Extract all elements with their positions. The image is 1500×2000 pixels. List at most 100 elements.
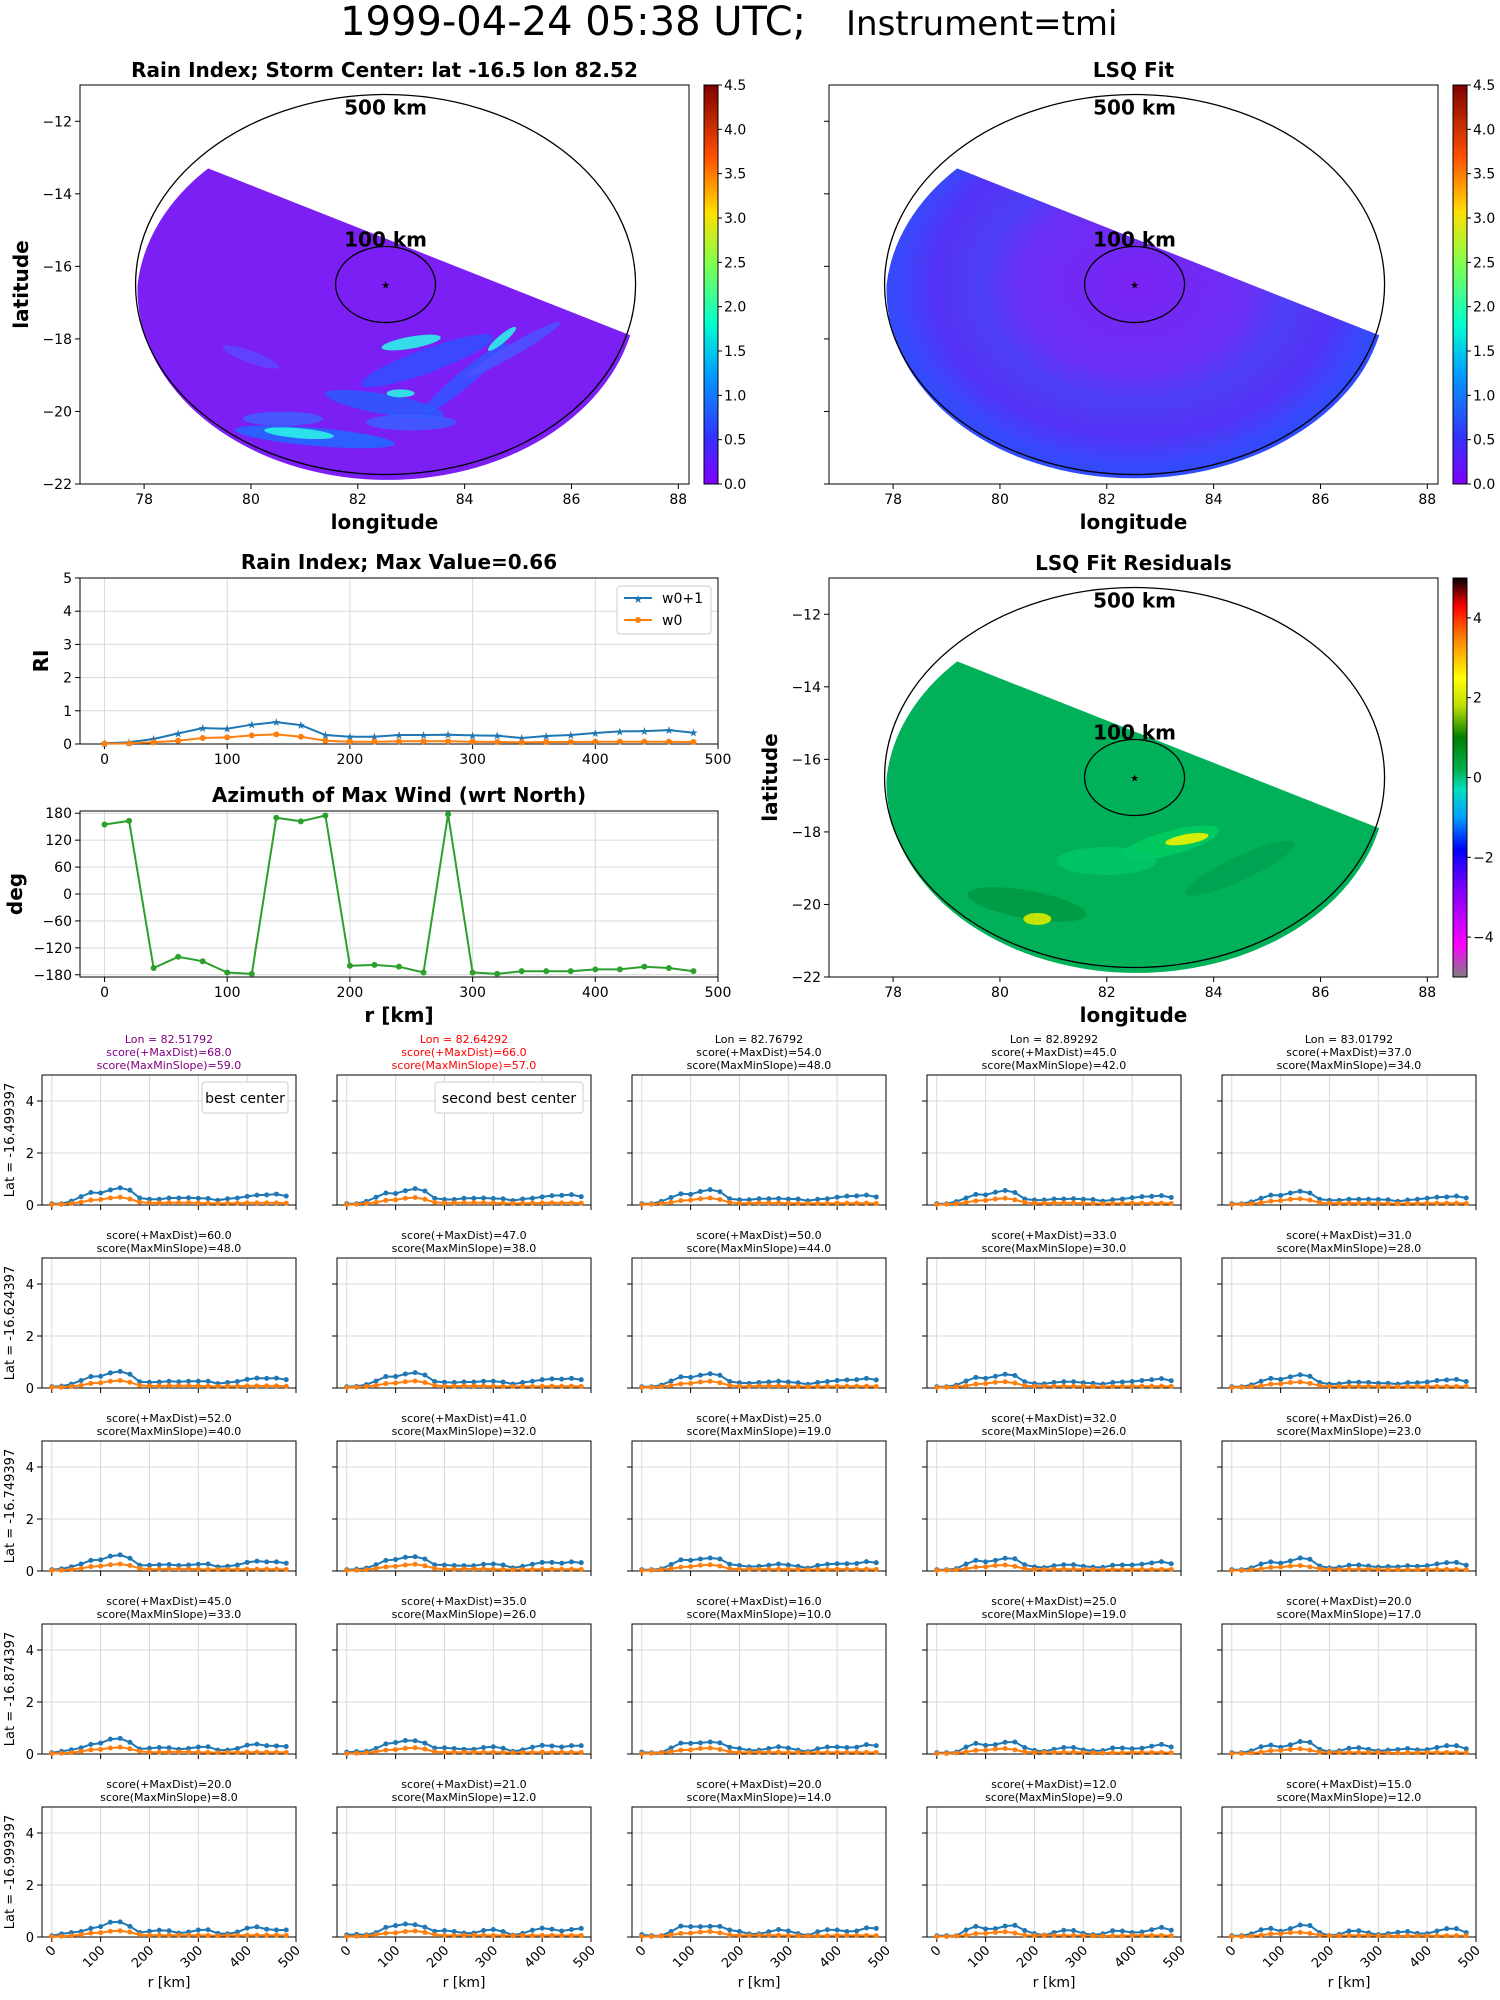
y-tick-label: 4 <box>63 604 72 620</box>
grid-series-w0p1-point <box>186 1378 192 1384</box>
grid-series-w0-point <box>717 1380 723 1386</box>
grid-series-w0p1-point <box>785 1745 791 1751</box>
grid-series-w0p1-point <box>481 1745 487 1750</box>
grid-series-w0p1-point <box>1287 1926 1293 1932</box>
grid-series-w0p1-point <box>432 1379 438 1384</box>
series-w0-point <box>665 738 672 745</box>
grid-series-w0-point <box>1395 1567 1401 1573</box>
x-tick-label: 200 <box>337 752 364 768</box>
grid-series-w0p1-point <box>785 1562 791 1568</box>
series-w0-point <box>641 738 648 745</box>
grid-series-w0p1-point <box>717 1556 723 1562</box>
series-w0-point <box>567 739 574 746</box>
grid-series-w0p1-point <box>1453 1376 1459 1382</box>
grid-series-w0-point <box>983 1747 989 1753</box>
axes-frame <box>631 1806 887 1938</box>
x-axis-label: r [km] <box>364 1003 433 1027</box>
grid-series-w0-point <box>578 1932 584 1938</box>
grid-series-w0-point <box>68 1566 74 1572</box>
grid-series-w0-point <box>824 1200 830 1206</box>
grid-series-w0-point <box>1463 1200 1469 1206</box>
grid-series-w0-point <box>273 1566 279 1572</box>
grid-series-w0-point <box>678 1381 684 1387</box>
grid-series-w0p1-point <box>1434 1745 1440 1750</box>
panel-title: Rain Index; Max Value=0.66 <box>241 550 557 574</box>
grid-series-w0p1-point <box>254 1558 260 1564</box>
grid-series-w0-point <box>363 1750 369 1756</box>
grid-series-w0p1-point <box>1002 1187 1008 1193</box>
grid-series-w0-point <box>707 1745 713 1751</box>
grid-series-w0p1-point <box>1356 1379 1362 1385</box>
grid-series-w0p1-point <box>412 1186 418 1192</box>
grid-series-w0p1-point <box>98 1190 104 1196</box>
series-azimuth-point <box>543 968 550 975</box>
axes-frame <box>631 1440 887 1572</box>
grid-series-w0-point <box>363 1383 369 1389</box>
grid-series-w0-point <box>1090 1383 1096 1389</box>
grid-series-w0-point <box>766 1566 772 1572</box>
grid-series-w0p1-point <box>1297 1555 1303 1561</box>
grid-series-w0-point <box>1463 1567 1469 1573</box>
x-tick-label: 400 <box>817 1943 845 1971</box>
score-maxminslope-label: score(MaxMinSlope)=8.0 <box>100 1791 238 1804</box>
grid-series-w0-point <box>283 1383 289 1389</box>
grid-series-w0-point <box>461 1749 467 1755</box>
grid-series-w0-point <box>1158 1383 1164 1389</box>
x-tick-label: 88 <box>669 492 687 508</box>
grid-series-w0p1-point <box>1051 1196 1057 1202</box>
grid-series-w0-point <box>678 1747 684 1753</box>
grid-series-w0-point <box>658 1200 664 1206</box>
grid-series-w0-point <box>1229 1567 1235 1573</box>
grid-series-w0-point <box>559 1566 565 1572</box>
grid-series-w0-point <box>1463 1383 1469 1389</box>
resid-positive-band <box>1165 832 1209 846</box>
grid-series-w0-point <box>1307 1564 1313 1570</box>
series-azimuth-point <box>346 962 353 969</box>
grid-series-w0p1-point <box>254 1375 260 1381</box>
grid-cell-r3-c0: 0 2 4 score(MaxMinSlope)=33.0score(+MaxDist… <box>3 1595 297 1763</box>
rain-patch <box>361 334 494 388</box>
colorbar-tick-label: 0 <box>1473 771 1482 787</box>
axes-frame <box>1221 1806 1477 1938</box>
grid-series-w0p1-point <box>146 1562 152 1568</box>
grid-series-w0p1-point <box>678 1191 684 1197</box>
grid-series-w0-point <box>432 1932 438 1938</box>
grid-series-w0-point <box>639 1201 645 1207</box>
x-tick-label: 500 <box>1456 1943 1484 1971</box>
grid-series-w0p1-point <box>264 1743 270 1749</box>
resid-patch <box>967 887 1086 922</box>
grid-series-w0p1-point <box>688 1191 694 1197</box>
score-maxdist-label: score(+MaxDist)=20.0 <box>106 1778 231 1791</box>
grid-series-w0-point <box>1346 1383 1352 1389</box>
axes-frame <box>1221 1623 1477 1755</box>
grid-series-w0-point <box>254 1383 260 1389</box>
score-maxdist-label: score(+MaxDist)=25.0 <box>696 1412 821 1425</box>
grid-series-w0p1-point <box>234 1746 240 1752</box>
grid-series-w0p1-point <box>697 1372 703 1378</box>
grid-series-w0-point <box>1434 1383 1440 1389</box>
rain-patch <box>325 389 444 419</box>
grid-series-w0p1-point <box>785 1379 791 1385</box>
grid-series-w0p1-point <box>107 1553 113 1559</box>
grid-series-w0p1-point <box>1444 1560 1450 1566</box>
x-tick-label: 84 <box>1205 985 1223 1001</box>
grid-series-w0p1-point <box>688 1374 694 1380</box>
grid-series-w0-point <box>944 1567 950 1573</box>
grid-series-w0p1-point <box>776 1196 782 1201</box>
grid-series-w0p1-point <box>283 1560 289 1566</box>
grid-series-w0p1-point <box>1061 1562 1067 1568</box>
grid-series-w0-point <box>776 1566 782 1572</box>
grid-series-w0-point <box>658 1567 664 1573</box>
grid-series-w0-point <box>451 1749 457 1755</box>
grid-series-w0-point <box>678 1564 684 1570</box>
grid-series-w0p1-point <box>973 1923 979 1929</box>
legend-w0p1-label: w0+1 <box>662 591 703 607</box>
grid-series-w0p1-point <box>1168 1561 1174 1567</box>
series-azimuth-point <box>665 965 672 972</box>
grid-series-w0-point <box>166 1200 172 1206</box>
grid-series-w0p1-point <box>863 1375 869 1381</box>
grid-series-w0p1-point <box>863 1559 869 1565</box>
score-maxminslope-label: score(MaxMinSlope)=44.0 <box>687 1242 832 1255</box>
grid-series-w0-point <box>225 1749 231 1755</box>
grid-series-w0-point <box>934 1750 940 1756</box>
